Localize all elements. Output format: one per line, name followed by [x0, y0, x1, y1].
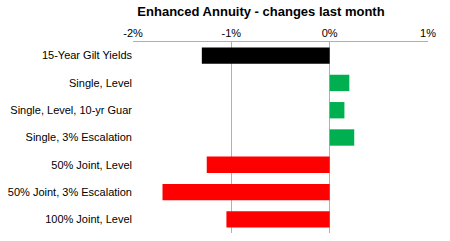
svg-text:Enhanced Annuity - changes las: Enhanced Annuity - changes last month: [137, 4, 384, 19]
svg-text:Single, Level, 10-yr Guar: Single, Level, 10-yr Guar: [10, 104, 132, 116]
svg-text:-2%: -2%: [123, 27, 143, 39]
svg-text:100% Joint, Level: 100% Joint, Level: [45, 213, 132, 225]
svg-text:-1%: -1%: [222, 27, 242, 39]
svg-text:Single, Level: Single, Level: [69, 77, 132, 89]
svg-text:Single, 3% Escalation: Single, 3% Escalation: [26, 131, 132, 143]
svg-text:1%: 1%: [420, 27, 436, 39]
svg-text:50% Joint, Level: 50% Joint, Level: [51, 159, 132, 171]
svg-text:50% Joint, 3% Escalation: 50% Joint, 3% Escalation: [8, 186, 132, 198]
svg-text:15-Year Gilt Yields: 15-Year Gilt Yields: [42, 49, 133, 61]
svg-text:0%: 0%: [322, 27, 338, 39]
